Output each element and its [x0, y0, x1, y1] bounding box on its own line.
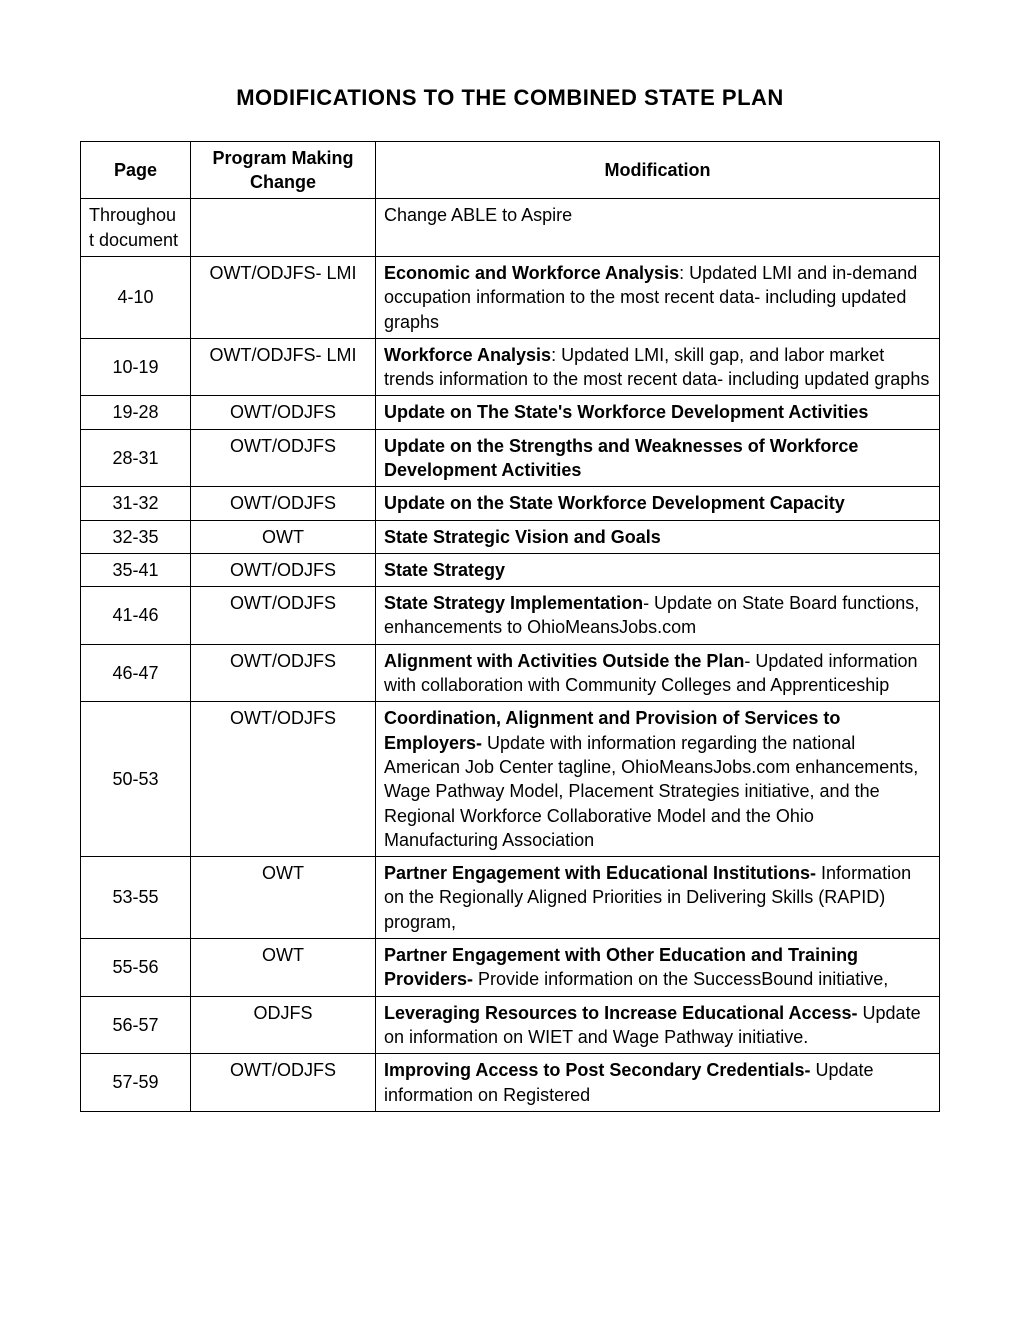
- modification-cell: Update on the State Workforce Developmen…: [376, 487, 940, 520]
- modification-cell: State Strategy Implementation- Update on…: [376, 587, 940, 645]
- program-cell: OWT/ODJFS: [191, 396, 376, 429]
- page-cell: 19-28: [81, 396, 191, 429]
- modification-cell: Coordination, Alignment and Provision of…: [376, 702, 940, 857]
- table-row: 55-56OWTPartner Engagement with Other Ed…: [81, 939, 940, 997]
- table-row: 53-55OWTPartner Engagement with Educatio…: [81, 857, 940, 939]
- table-row: 31-32OWT/ODJFSUpdate on the State Workfo…: [81, 487, 940, 520]
- header-program: Program Making Change: [191, 141, 376, 199]
- page-cell: 57-59: [81, 1054, 191, 1112]
- program-cell: OWT/ODJFS: [191, 644, 376, 702]
- modification-cell: Update on the Strengths and Weaknesses o…: [376, 429, 940, 487]
- page-cell: 32-35: [81, 520, 191, 553]
- modification-cell: Workforce Analysis: Updated LMI, skill g…: [376, 338, 940, 396]
- page-cell: Throughou t document: [81, 199, 191, 257]
- program-cell: OWT/ODJFS: [191, 1054, 376, 1112]
- modification-cell: Change ABLE to Aspire: [376, 199, 940, 257]
- header-page: Page: [81, 141, 191, 199]
- program-cell: OWT/ODJFS: [191, 587, 376, 645]
- modification-cell: Leveraging Resources to Increase Educati…: [376, 996, 940, 1054]
- modification-cell: Partner Engagement with Other Education …: [376, 939, 940, 997]
- table-row: 35-41OWT/ODJFSState Strategy: [81, 553, 940, 586]
- table-row: 32-35OWTState Strategic Vision and Goals: [81, 520, 940, 553]
- program-cell: OWT/ODJFS: [191, 487, 376, 520]
- program-cell: OWT: [191, 939, 376, 997]
- modifications-table: Page Program Making Change Modification …: [80, 141, 940, 1112]
- program-cell: OWT: [191, 857, 376, 939]
- modification-cell: State Strategic Vision and Goals: [376, 520, 940, 553]
- page-cell: 46-47: [81, 644, 191, 702]
- page-cell: 4-10: [81, 256, 191, 338]
- table-row: 10-19OWT/ODJFS- LMIWorkforce Analysis: U…: [81, 338, 940, 396]
- modification-cell: Update on The State's Workforce Developm…: [376, 396, 940, 429]
- modification-cell: Alignment with Activities Outside the Pl…: [376, 644, 940, 702]
- table-row: 41-46OWT/ODJFSState Strategy Implementat…: [81, 587, 940, 645]
- page-cell: 28-31: [81, 429, 191, 487]
- program-cell: OWT/ODJFS- LMI: [191, 256, 376, 338]
- page-cell: 56-57: [81, 996, 191, 1054]
- page-cell: 55-56: [81, 939, 191, 997]
- table-header-row: Page Program Making Change Modification: [81, 141, 940, 199]
- table-row: 46-47OWT/ODJFSAlignment with Activities …: [81, 644, 940, 702]
- page-cell: 41-46: [81, 587, 191, 645]
- table-row: 19-28OWT/ODJFSUpdate on The State's Work…: [81, 396, 940, 429]
- header-modification: Modification: [376, 141, 940, 199]
- page-cell: 35-41: [81, 553, 191, 586]
- table-row: Throughou t document Change ABLE to Aspir…: [81, 199, 940, 257]
- program-cell: ODJFS: [191, 996, 376, 1054]
- table-row: 57-59OWT/ODJFSImproving Access to Post S…: [81, 1054, 940, 1112]
- modification-cell: Improving Access to Post Secondary Crede…: [376, 1054, 940, 1112]
- program-cell: OWT/ODJFS: [191, 702, 376, 857]
- page-cell: 50-53: [81, 702, 191, 857]
- page-title: MODIFICATIONS TO THE COMBINED STATE PLAN: [80, 85, 940, 111]
- table-row: 50-53OWT/ODJFSCoordination, Alignment an…: [81, 702, 940, 857]
- table-row: 28-31OWT/ODJFSUpdate on the Strengths an…: [81, 429, 940, 487]
- modification-cell: Partner Engagement with Educational Inst…: [376, 857, 940, 939]
- program-cell: OWT/ODJFS- LMI: [191, 338, 376, 396]
- page-cell: 10-19: [81, 338, 191, 396]
- modification-cell: Economic and Workforce Analysis: Updated…: [376, 256, 940, 338]
- program-cell: OWT: [191, 520, 376, 553]
- program-cell: OWT/ODJFS: [191, 429, 376, 487]
- page-cell: 31-32: [81, 487, 191, 520]
- program-cell: OWT/ODJFS: [191, 553, 376, 586]
- modification-cell: State Strategy: [376, 553, 940, 586]
- table-row: 56-57ODJFSLeveraging Resources to Increa…: [81, 996, 940, 1054]
- program-cell: [191, 199, 376, 257]
- page-cell: 53-55: [81, 857, 191, 939]
- table-row: 4-10OWT/ODJFS- LMIEconomic and Workforce…: [81, 256, 940, 338]
